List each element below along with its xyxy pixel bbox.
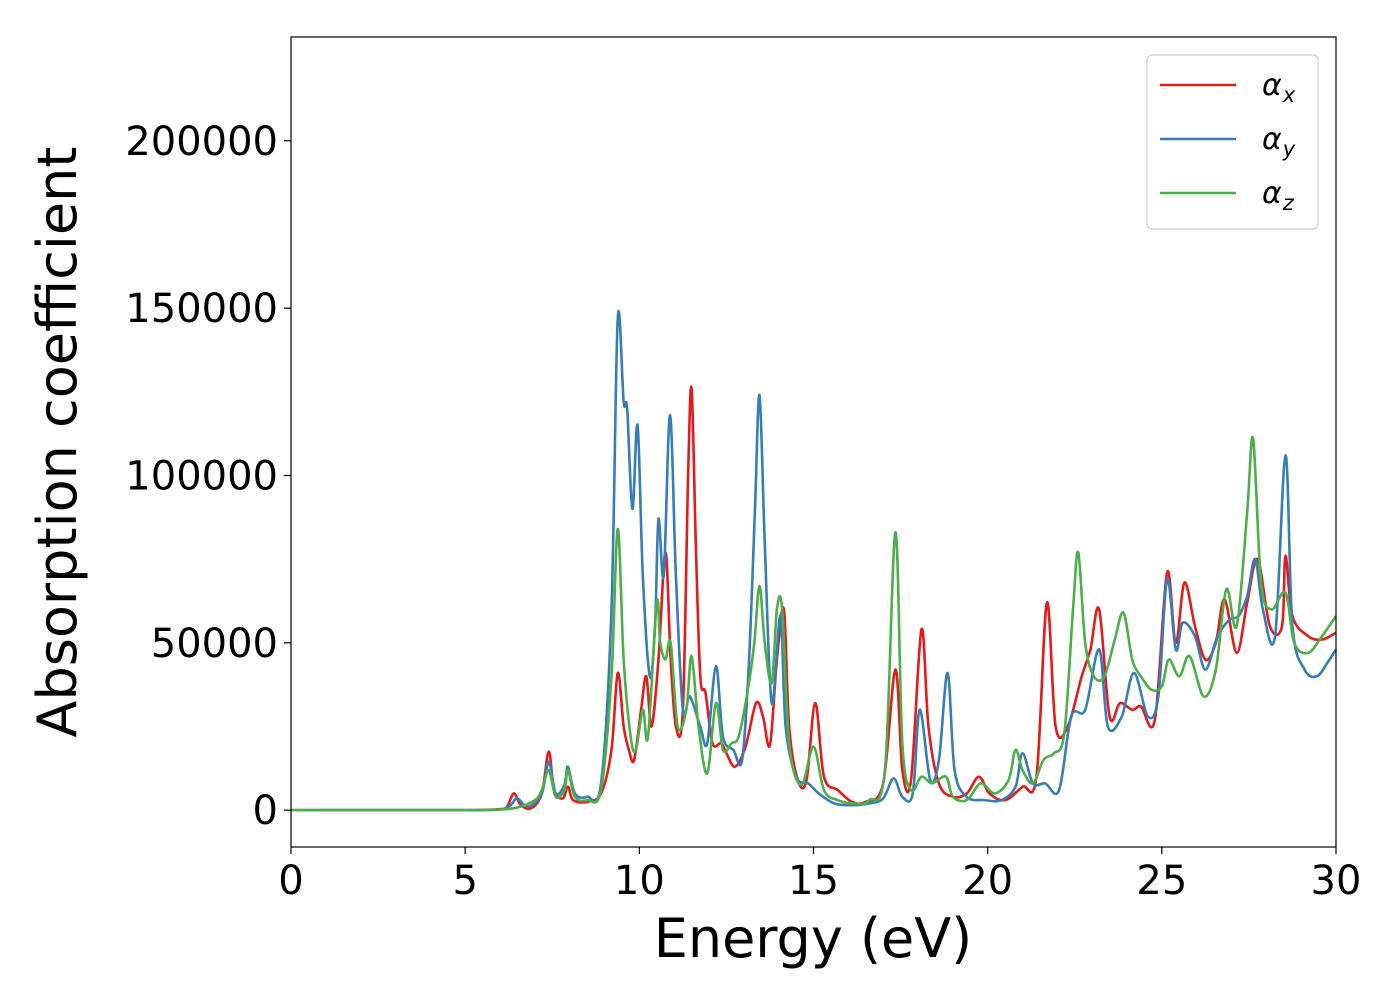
x-axis: 0 5 10 15 20 25 30: [278, 847, 1361, 904]
legend-label-z: αz: [1262, 176, 1295, 215]
series-line-y: [291, 309, 1338, 812]
legend-label-x: αx: [1262, 68, 1296, 107]
series-line-z: [291, 435, 1338, 812]
legend-box: [1146, 54, 1319, 230]
y-tick-label: 50000: [151, 621, 278, 667]
x-tick-label: 20: [962, 858, 1013, 904]
x-tick-label: 5: [452, 858, 477, 904]
y-tick-label: 100000: [125, 453, 278, 499]
y-axis: 0 50000 100000 150000 200000: [125, 119, 291, 834]
x-tick-label: 15: [788, 858, 839, 904]
x-tick-label: 10: [614, 858, 665, 904]
legend-label-y: αy: [1262, 122, 1296, 161]
y-axis-title: Absorption coefficient: [26, 147, 89, 738]
y-tick-label: 0: [253, 788, 278, 834]
x-tick-label: 0: [278, 858, 303, 904]
x-tick-label: 30: [1311, 858, 1362, 904]
x-axis-title: Energy (eV): [654, 907, 973, 970]
y-tick-label: 200000: [125, 119, 278, 165]
y-tick-label: 150000: [125, 286, 278, 332]
legend: αx αy αz: [1146, 54, 1319, 230]
series-layer: [291, 309, 1338, 812]
x-tick-label: 25: [1136, 858, 1187, 904]
